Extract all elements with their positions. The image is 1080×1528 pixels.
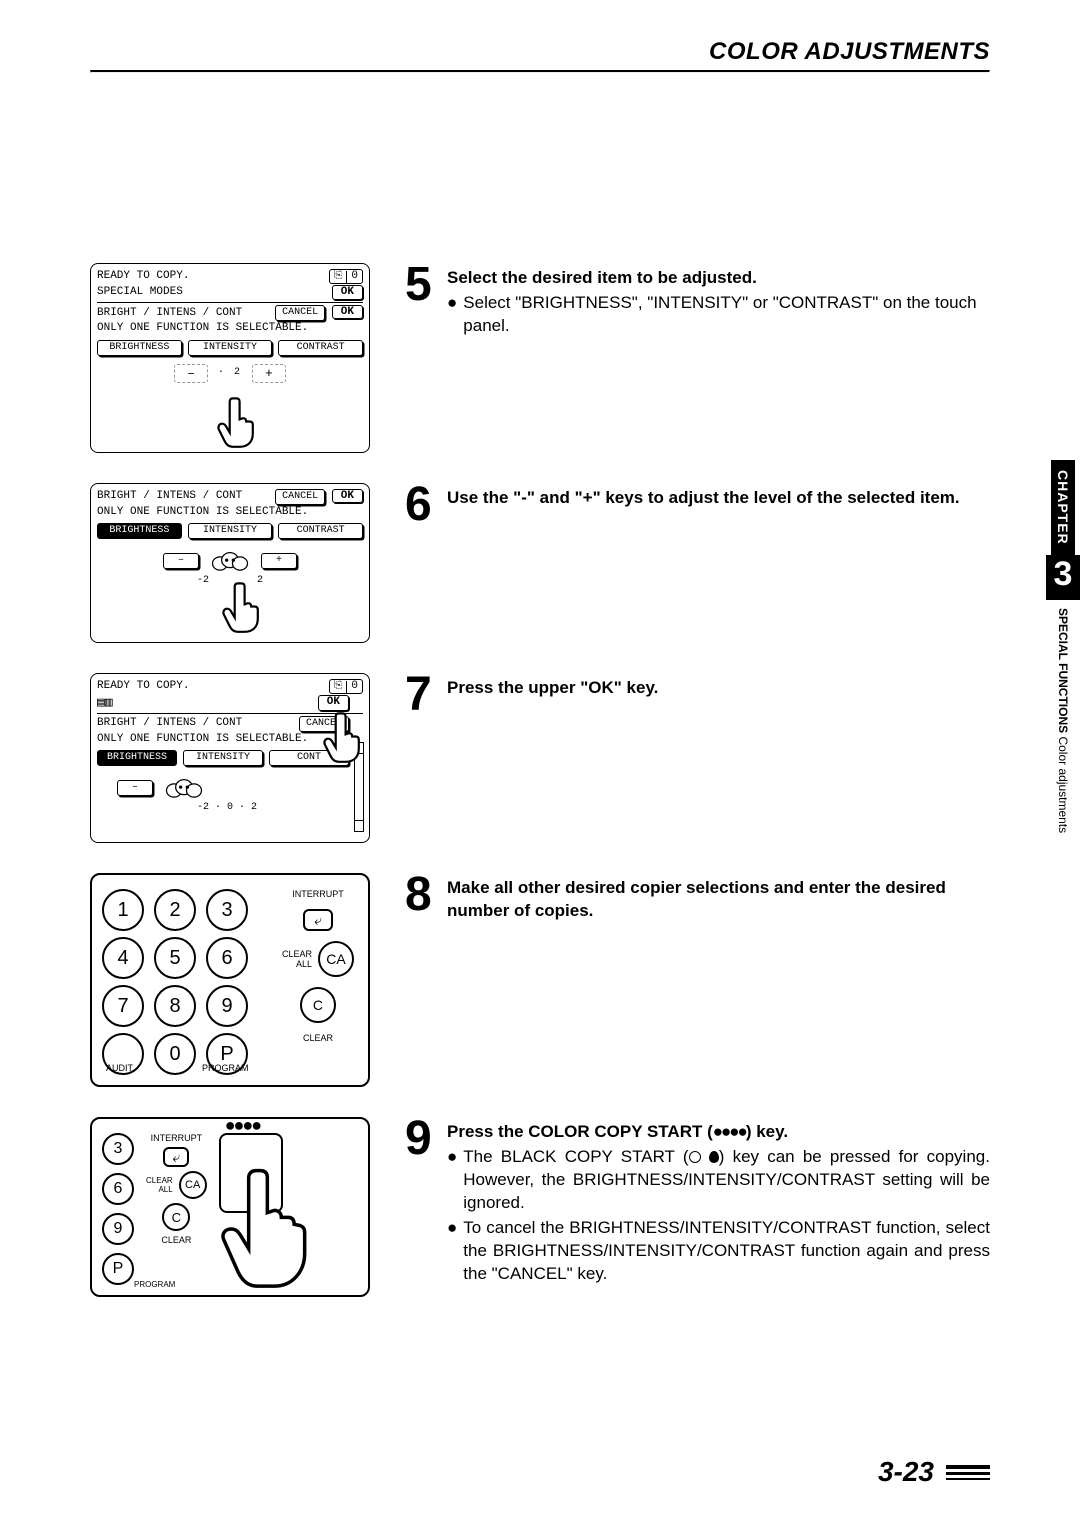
footer-bars-icon — [946, 1465, 990, 1480]
alien-icon — [159, 774, 209, 802]
contrast-button[interactable]: CONTRAST — [278, 340, 363, 356]
step-9: 3 6 9 P INTERRUPT ⤶ CLEAR ALLCA C CLEAR … — [90, 1117, 990, 1297]
lcd-step5: READY TO COPY. ⎘0 SPECIAL MODESOK BRIGHT… — [90, 263, 370, 453]
program-label: PROGRAM — [202, 1063, 249, 1073]
ok-button[interactable]: OK — [332, 285, 363, 300]
content: READY TO COPY. ⎘0 SPECIAL MODESOK BRIGHT… — [90, 263, 990, 1297]
step-8: 1 2 3 4 5 6 7 8 9 0 P AUDIT PROGRAM — [90, 873, 990, 1087]
interrupt-label: INTERRUPT — [292, 889, 344, 899]
ok-button[interactable]: OK — [332, 305, 363, 319]
interrupt-label: INTERRUPT — [151, 1133, 203, 1143]
key-6[interactable]: 6 — [102, 1173, 134, 1205]
key-0[interactable]: 0 — [154, 1033, 196, 1075]
step-text: Use the "-" and "+" keys to adjust the l… — [447, 483, 990, 510]
brightness-button[interactable]: BRIGHTNESS — [97, 750, 177, 766]
intensity-button[interactable]: INTENSITY — [183, 750, 263, 766]
key-8[interactable]: 8 — [154, 985, 196, 1027]
intensity-button[interactable]: INTENSITY — [188, 340, 273, 356]
step-7: READY TO COPY. ⎘0 ▤▥OK BRIGHT / INTENS /… — [90, 673, 990, 843]
clear-label: CLEAR — [303, 1033, 333, 1043]
header-rule — [90, 70, 990, 73]
start-panel: 3 6 9 P INTERRUPT ⤶ CLEAR ALLCA C CLEAR … — [90, 1117, 370, 1297]
page-number: 3-23 — [878, 1456, 934, 1488]
page-title: COLOR ADJUSTMENTS — [90, 38, 990, 70]
brightness-button[interactable]: BRIGHTNESS — [97, 340, 182, 356]
section-text: SPECIAL FUNCTIONS Color adjustments — [1056, 600, 1070, 833]
cancel-button[interactable]: CANCEL — [275, 489, 325, 505]
key-p[interactable]: P — [102, 1253, 134, 1285]
clear-label: CLEAR — [161, 1235, 191, 1245]
step-number: 8 — [405, 873, 439, 916]
minus-button[interactable]: – — [174, 364, 208, 384]
drop-icon — [709, 1151, 719, 1163]
contrast-button[interactable]: CONTRAST — [278, 523, 363, 539]
clear-all-label: CLEAR ALL — [282, 949, 312, 969]
step-number: 5 — [405, 263, 439, 306]
step-number: 6 — [405, 483, 439, 526]
ok-button[interactable]: OK — [332, 489, 363, 503]
interrupt-button[interactable]: ⤶ — [303, 909, 333, 931]
cancel-button[interactable]: CANCEL — [275, 305, 325, 321]
key-1[interactable]: 1 — [102, 889, 144, 931]
alien-icon — [205, 547, 255, 575]
pointing-hand-icon — [322, 709, 367, 764]
keypad: 1 2 3 4 5 6 7 8 9 0 P AUDIT PROGRAM — [90, 873, 370, 1087]
key-9[interactable]: 9 — [102, 1213, 134, 1245]
key-5[interactable]: 5 — [154, 937, 196, 979]
pointing-hand-icon — [221, 579, 266, 634]
key-7[interactable]: 7 — [102, 985, 144, 1027]
key-4[interactable]: 4 — [102, 937, 144, 979]
plus-button[interactable]: + — [261, 553, 297, 569]
intensity-button[interactable]: INTENSITY — [188, 523, 273, 539]
chapter-number: 3 — [1046, 555, 1080, 600]
step-6: BRIGHT / INTENS / CONT CANCEL OK ONLY ON… — [90, 483, 990, 643]
chapter-tab: CHAPTER 3 SPECIAL FUNCTIONS Color adjust… — [1046, 460, 1080, 890]
minus-button[interactable]: – — [163, 553, 199, 569]
key-9[interactable]: 9 — [206, 985, 248, 1027]
pressing-hand-icon — [212, 1159, 332, 1299]
step-number: 9 — [405, 1117, 439, 1160]
clear-all-button[interactable]: CA — [318, 941, 354, 977]
key-3[interactable]: 3 — [206, 889, 248, 931]
plus-button[interactable]: + — [252, 364, 286, 384]
program-label: PROGRAM — [134, 1280, 175, 1289]
step-number: 7 — [405, 673, 439, 716]
key-3[interactable]: 3 — [102, 1133, 134, 1165]
step-text: Select the desired item to be adjusted. … — [447, 263, 990, 338]
page: COLOR ADJUSTMENTS CHAPTER 3 SPECIAL FUNC… — [0, 0, 1080, 1528]
clear-button[interactable]: C — [162, 1203, 190, 1231]
circle-icon — [689, 1151, 701, 1163]
step-text: Press the COLOR COPY START (●●●●) key. ●… — [447, 1117, 990, 1286]
key-2[interactable]: 2 — [154, 889, 196, 931]
key-6[interactable]: 6 — [206, 937, 248, 979]
step-5: READY TO COPY. ⎘0 SPECIAL MODESOK BRIGHT… — [90, 263, 990, 453]
step-text: Press the upper "OK" key. — [447, 673, 990, 700]
minus-button[interactable]: – — [117, 780, 153, 796]
footer: 3-23 — [90, 1456, 990, 1488]
lcd-step7: READY TO COPY. ⎘0 ▤▥OK BRIGHT / INTENS /… — [90, 673, 370, 843]
chapter-label: CHAPTER — [1051, 460, 1075, 555]
clear-all-button[interactable]: CA — [179, 1171, 207, 1199]
step-text: Make all other desired copier selections… — [447, 873, 990, 923]
audit-label: AUDIT — [106, 1063, 133, 1073]
clear-button[interactable]: C — [300, 987, 336, 1023]
pointing-hand-icon — [216, 394, 261, 449]
brightness-button[interactable]: BRIGHTNESS — [97, 523, 182, 539]
color-dots-icon: ●●●● — [713, 1121, 746, 1144]
lcd-step6: BRIGHT / INTENS / CONT CANCEL OK ONLY ON… — [90, 483, 370, 643]
interrupt-button[interactable]: ⤶ — [163, 1147, 189, 1167]
